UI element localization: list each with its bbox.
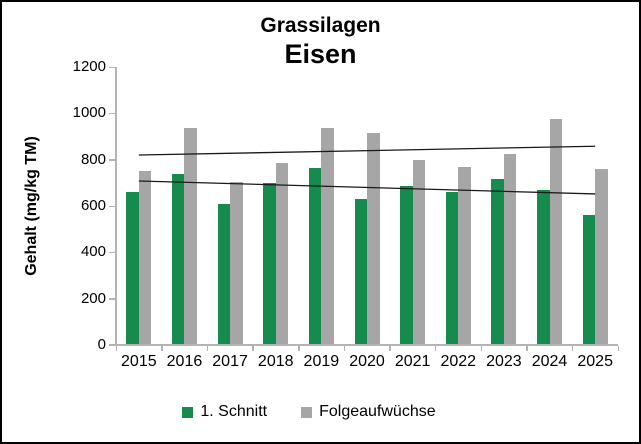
legend-swatch-schnitt-icon	[182, 406, 194, 418]
x-tick-mark	[298, 346, 300, 351]
bar-folgeaufw-chse-2025	[595, 168, 608, 345]
y-tick-label: 1200	[72, 58, 106, 75]
bar-1-schnitt-2023	[491, 179, 504, 345]
x-tick-label: 2024	[531, 353, 568, 370]
chart-subtitle: Eisen	[284, 39, 357, 69]
x-tick-label: 2020	[349, 353, 385, 370]
x-tick-label: 2019	[303, 353, 340, 370]
chart-title: Grassilagen	[260, 14, 381, 37]
y-tick-label: 400	[80, 243, 106, 261]
bar-1-schnitt-2022	[445, 192, 459, 345]
bar-1-schnitt-2021	[400, 186, 413, 345]
y-tick-label: 1000	[72, 104, 106, 122]
trendline-folgeaufw-chse	[138, 145, 596, 156]
y-tick-mark	[109, 66, 116, 68]
bar-folgeaufw-chse-2024	[549, 119, 563, 345]
legend-label-folgeaufwuechse: Folgeaufwüchse	[319, 403, 436, 420]
bar-1-schnitt-2019	[308, 167, 322, 345]
x-tick-mark	[161, 346, 163, 351]
legend: 1. Schnitt Folgeaufwüchse	[2, 403, 616, 421]
trendlines	[138, 145, 596, 195]
x-tick-label: 2025	[577, 353, 613, 370]
bar-folgeaufw-chse-2015	[138, 171, 152, 345]
x-tick-mark	[434, 346, 437, 351]
bar-folgeaufw-chse-2020	[367, 133, 380, 345]
bar-1-schnitt-2024	[537, 189, 550, 345]
bar-1-schnitt-2016	[171, 173, 185, 345]
y-axis-line	[115, 67, 117, 346]
y-tick-label: 0	[97, 336, 106, 353]
x-tick-mark	[617, 346, 619, 351]
x-tick-mark	[526, 346, 528, 351]
bar-1-schnitt-2020	[354, 199, 367, 345]
y-tick-mark	[109, 298, 116, 300]
x-tick-mark	[480, 346, 483, 351]
y-tick-mark	[109, 112, 116, 115]
legend-label-schnitt: 1. Schnitt	[200, 403, 268, 420]
plot-area: 0 200 400 600 800 1000 1200 2015 2016 2017 2018 201…	[73, 58, 619, 370]
bar-folgeaufw-chse-2017	[230, 181, 243, 345]
x-tick-label: 2021	[394, 353, 431, 370]
y-tick-label: 200	[80, 289, 106, 307]
x-tick-mark	[115, 346, 117, 351]
bar-1-schnitt-2017	[217, 203, 231, 345]
x-tick-label: 2023	[486, 353, 522, 370]
x-tick-mark	[571, 346, 574, 351]
x-tick-label: 2018	[257, 353, 294, 370]
x-tick-label: 2016	[166, 353, 203, 370]
x-tick-label: 2015	[121, 353, 157, 370]
y-tick-label: 800	[80, 150, 106, 168]
trendline-1-schnitt	[138, 180, 596, 195]
x-tick-mark	[343, 346, 346, 351]
legend-swatch-folgeaufwuechse-icon	[301, 406, 313, 418]
bar-folgeaufw-chse-2022	[458, 166, 471, 345]
bar-folgeaufw-chse-2023	[503, 153, 517, 345]
bar-folgeaufw-chse-2019	[321, 128, 334, 345]
y-tick-mark	[109, 205, 116, 207]
legend-item-folgeaufwuechse: Folgeaufwüchse	[301, 403, 436, 421]
x-tick-mark	[252, 346, 254, 351]
x-tick-label: 2022	[440, 353, 477, 370]
bar-1-schnitt-2018	[263, 182, 276, 345]
bar-1-schnitt-2025	[582, 215, 596, 345]
y-axis-title: Gehalt (mg/kg TM)	[23, 136, 40, 276]
bar-1-schnitt-2015	[126, 192, 139, 345]
bar-folgeaufw-chse-2021	[412, 159, 426, 345]
y-tick-mark	[109, 251, 116, 254]
y-tick-mark	[109, 159, 116, 161]
x-tick-label: 2017	[212, 353, 248, 370]
bar-folgeaufw-chse-2018	[275, 163, 289, 345]
x-tick-mark	[389, 346, 391, 351]
x-tick-mark	[206, 346, 209, 351]
x-axis-line	[109, 344, 618, 346]
y-tick-label: 600	[80, 197, 106, 214]
legend-item-schnitt: 1. Schnitt	[182, 403, 267, 421]
